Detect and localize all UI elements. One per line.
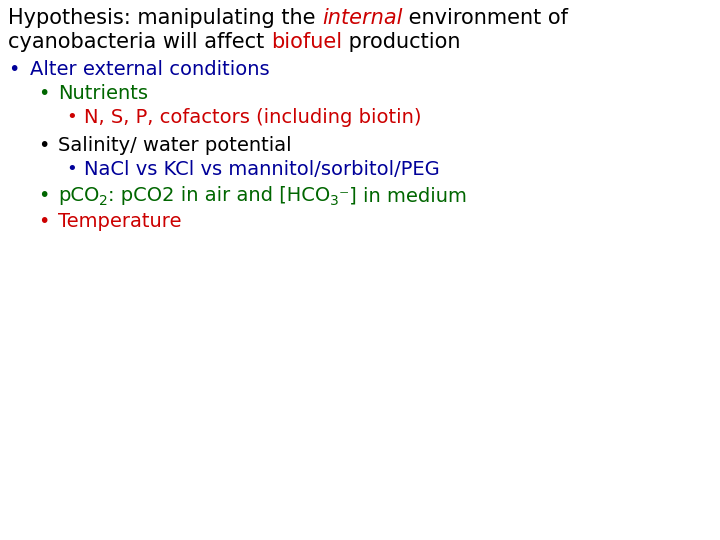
Text: : pCO2 in air and [HCO: : pCO2 in air and [HCO	[108, 186, 330, 205]
Text: production: production	[342, 32, 461, 52]
Text: pCO: pCO	[58, 186, 99, 205]
Text: 2: 2	[99, 194, 108, 208]
Text: cyanobacteria will affect: cyanobacteria will affect	[8, 32, 271, 52]
Text: N, S, P, cofactors (including biotin): N, S, P, cofactors (including biotin)	[84, 108, 421, 127]
Text: •: •	[38, 212, 50, 231]
Text: •: •	[66, 160, 77, 178]
Text: Hypothesis: manipulating the: Hypothesis: manipulating the	[8, 8, 322, 28]
Text: 3: 3	[330, 194, 339, 208]
Text: environment of: environment of	[402, 8, 569, 28]
Text: •: •	[38, 84, 50, 103]
Text: •: •	[8, 60, 19, 79]
Text: Temperature: Temperature	[58, 212, 181, 231]
Text: Salinity/ water potential: Salinity/ water potential	[58, 136, 292, 155]
Text: Alter external conditions: Alter external conditions	[30, 60, 269, 79]
Text: •: •	[38, 186, 50, 205]
Text: NaCl vs KCl vs mannitol/sorbitol/PEG: NaCl vs KCl vs mannitol/sorbitol/PEG	[84, 160, 440, 179]
Text: Nutrients: Nutrients	[58, 84, 148, 103]
Text: •: •	[38, 136, 50, 155]
Text: internal: internal	[322, 8, 402, 28]
Text: ⁻] in medium: ⁻] in medium	[339, 186, 467, 205]
Text: biofuel: biofuel	[271, 32, 342, 52]
Text: •: •	[66, 108, 77, 126]
